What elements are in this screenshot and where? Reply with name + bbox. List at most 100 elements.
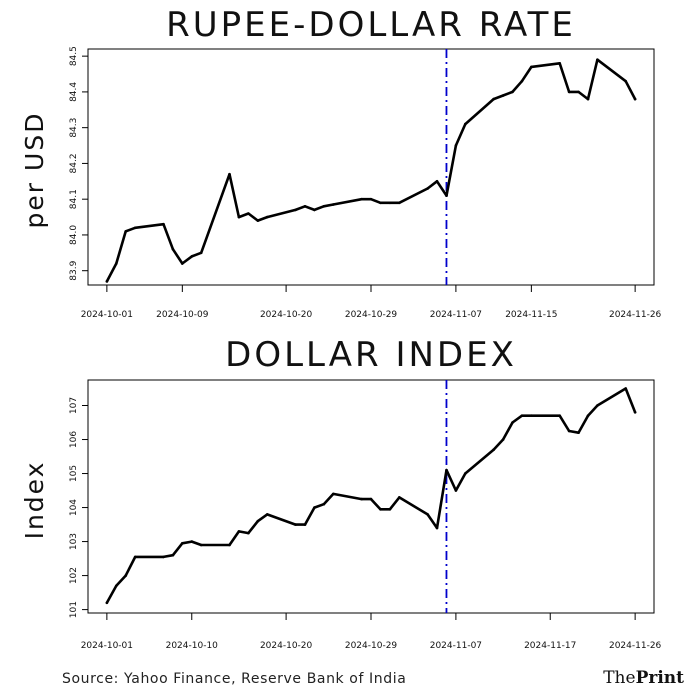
dxy-data-point [511, 421, 514, 424]
rupee-data-point [530, 65, 533, 69]
rupee-data-point [360, 197, 363, 201]
dxy-x-tick-label: 2024-10-01 [81, 641, 133, 651]
rupee-data-point [586, 97, 590, 101]
rupee-data-point [199, 251, 203, 255]
rupee-data-point [596, 58, 599, 61]
rupee-y-axis-label: per USD [20, 112, 49, 229]
dxy-data-point [624, 387, 627, 390]
rupee-data-point [435, 180, 439, 183]
rupee-data-point [237, 215, 241, 219]
dxy-data-point [124, 574, 127, 577]
rupee-data-point [379, 201, 382, 205]
rupee-data-point [265, 215, 269, 219]
dxy-data-point [181, 542, 184, 545]
dxy-data-point [237, 530, 241, 533]
dxy-data-point [256, 519, 260, 523]
rupee-x-tick-label: 2024-11-26 [609, 310, 662, 320]
dxy-x-tick-label: 2024-10-29 [345, 641, 398, 651]
dxy-y-tick-label: 101 [69, 601, 79, 618]
rupee-data-point [388, 201, 392, 205]
rupee-x-tick-label: 2024-10-01 [81, 310, 133, 320]
dxy-y-tick-label: 107 [69, 397, 79, 414]
dxy-chart-title: DOLLAR INDEX [225, 335, 517, 375]
dxy-data-point [171, 553, 175, 557]
dxy-data-point [133, 555, 137, 559]
dxy-x-tick-label: 2024-11-07 [430, 641, 482, 651]
rupee-data-point [445, 194, 448, 197]
rupee-chart-title: RUPEE-DOLLAR RATE [166, 5, 576, 45]
rupee-data-point [162, 222, 165, 226]
rupee-data-point [369, 197, 373, 201]
dxy-y-tick-label: 103 [69, 533, 79, 550]
rupee-y-tick-label: 84.0 [69, 225, 79, 245]
rupee-data-point [303, 205, 307, 208]
rupee-y-tick-label: 84.5 [69, 46, 79, 66]
dxy-data-point [454, 489, 458, 492]
dxy-x-tick-label: 2024-11-26 [609, 641, 662, 651]
logo-print: Print [635, 668, 684, 688]
rupee-data-point [124, 230, 127, 233]
rupee-y-tick-label: 84.3 [69, 118, 79, 138]
dxy-data-point [577, 431, 580, 435]
dxy-data-point [105, 601, 109, 605]
rupee-data-point [577, 90, 580, 94]
logo-the: The [603, 668, 636, 688]
dxy-data-point [228, 543, 231, 547]
rupee-y-tick-label: 84.4 [69, 82, 79, 102]
dxy-plot-frame [87, 379, 655, 614]
rupee-data-point [294, 208, 297, 212]
rupee-x-tick-label: 2024-10-29 [345, 310, 398, 320]
dxy-data-point [322, 502, 326, 506]
rupee-data-point [105, 280, 109, 283]
rupee-data-point [558, 62, 561, 65]
rupee-x-tick-label: 2024-11-07 [430, 310, 482, 320]
rupee-data-point [464, 122, 467, 126]
rupee-data-point [181, 262, 184, 265]
rupee-y-tick-label: 84.1 [69, 189, 79, 209]
dxy-data-point [162, 555, 165, 559]
dxy-y-tick-label: 102 [69, 567, 79, 584]
dxy-data-point [190, 540, 194, 543]
rupee-series-line [105, 58, 637, 283]
rupee-data-point [633, 97, 637, 101]
rupee-panel: RUPEE-DOLLAR RATE per USD 83.9 84.0 84.1 84.2… [20, 5, 662, 320]
rupee-y-tick-label: 83.9 [69, 260, 79, 280]
dxy-data-point [530, 414, 533, 418]
rupee-data-point [624, 79, 627, 83]
dxy-data-point [265, 513, 269, 516]
rupee-data-point [567, 90, 571, 94]
dxy-data-point [492, 448, 495, 452]
rupee-y-tick-label: 84.2 [69, 153, 79, 173]
rupee-data-point [313, 208, 316, 212]
rupee-data-point [247, 212, 250, 215]
rupee-data-point [115, 262, 118, 265]
source-note: Source: Yahoo Finance, Reserve Bank of I… [62, 671, 407, 687]
dxy-data-point [586, 414, 590, 418]
rupee-data-point [171, 247, 175, 251]
rupee-data-point [511, 90, 514, 94]
rupee-x-tick-label: 2024-10-09 [156, 310, 209, 320]
theprint-logo: ThePrint [603, 668, 684, 688]
dxy-y-axis-label: Index [20, 461, 49, 540]
dxy-data-point [633, 411, 637, 414]
dxy-data-point [558, 414, 561, 418]
rupee-data-point [190, 255, 194, 258]
dxy-data-point [520, 414, 524, 418]
dxy-data-point [303, 523, 307, 526]
dxy-y-tick-label: 106 [69, 431, 79, 448]
dxy-data-point [445, 468, 448, 472]
dxy-data-point [313, 506, 316, 509]
dxy-data-point [426, 513, 429, 516]
dxy-data-point [294, 523, 297, 526]
dxy-x-tick-label: 2024-10-10 [166, 641, 219, 651]
rupee-data-point [256, 219, 260, 222]
rupee-data-point [398, 201, 401, 205]
dxy-data-point [501, 438, 505, 441]
dxy-y-tick-label: 105 [69, 465, 79, 482]
dxy-x-tick-label: 2024-10-20 [260, 641, 313, 651]
rupee-data-point [322, 205, 326, 208]
dxy-data-point [435, 526, 439, 530]
rupee-data-point [520, 79, 524, 83]
dxy-data-point [332, 492, 335, 496]
